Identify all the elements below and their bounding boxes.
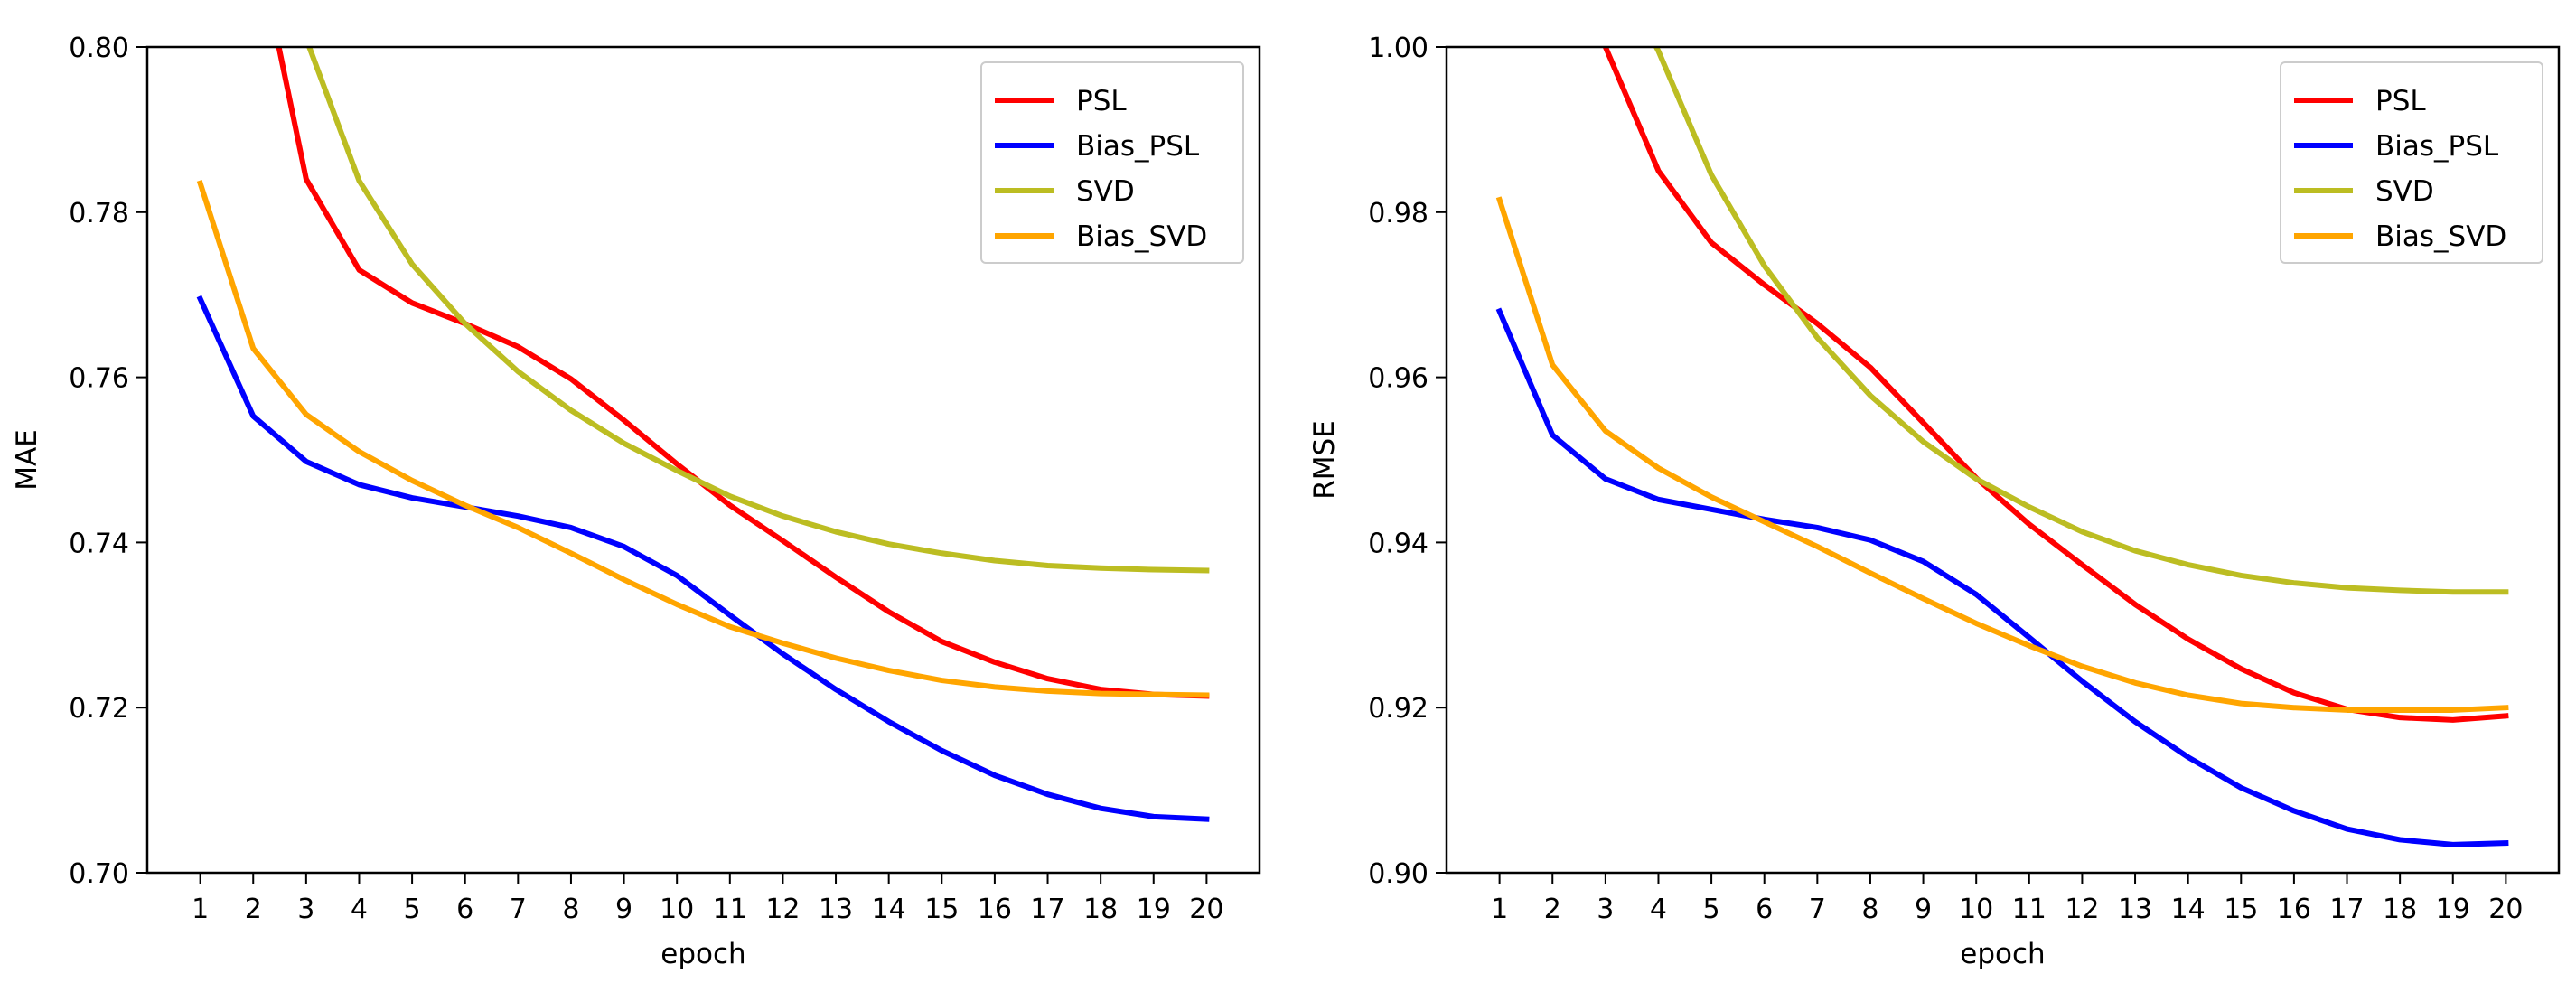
x-tick-label: 12 xyxy=(2065,894,2099,925)
x-tick-label: 7 xyxy=(510,894,527,925)
y-tick-label: 0.72 xyxy=(69,693,129,725)
series-line-svd xyxy=(1653,47,2509,595)
series-lines xyxy=(1495,47,2509,847)
y-tick-label: 0.94 xyxy=(1368,528,1429,559)
chart-panel-mae: 1 2 3 4 5 6 7 8 9 10 11 12 13 14 15 16 17 18 19 200.700.720… xyxy=(11,33,1261,970)
y-tick-label: 0.70 xyxy=(69,858,129,890)
legend-label-bias-svd: Bias_SVD xyxy=(2375,220,2506,253)
legend-box xyxy=(980,61,1244,264)
x-tick-label: 15 xyxy=(924,894,959,925)
series-line-svd xyxy=(306,47,1210,574)
series-line-bias-svd xyxy=(196,180,1210,698)
series-line-bias-psl xyxy=(1495,307,2509,847)
y-tick-label: 0.80 xyxy=(69,33,129,64)
x-tick-label: 3 xyxy=(297,894,314,925)
legend: PSL Bias_PSL SVD Bias_SVD xyxy=(980,61,1244,264)
x-tick-label: 15 xyxy=(2224,894,2258,925)
x-tick-label: 18 xyxy=(1083,894,1118,925)
x-tick-label: 2 xyxy=(1544,894,1561,925)
x-axis-label: epoch xyxy=(1960,938,2045,970)
y-tick-label: 0.76 xyxy=(69,363,129,395)
x-tick-label: 17 xyxy=(2329,894,2364,925)
x-tick-label: 3 xyxy=(1597,894,1614,925)
x-tick-label: 13 xyxy=(2118,894,2152,925)
x-tick-label: 11 xyxy=(713,894,747,925)
x-tick-label: 4 xyxy=(351,894,368,925)
chart-panel-rmse: 1 2 3 4 5 6 7 8 9 10 11 12 13 14 15 16 17 18 19 200.900.920… xyxy=(1308,33,2561,970)
x-tick-label: 5 xyxy=(404,894,421,925)
x-tick-label: 2 xyxy=(245,894,262,925)
x-tick-label: 16 xyxy=(978,894,1012,925)
legend-label-psl: PSL xyxy=(1076,85,1127,117)
legend-box xyxy=(2280,61,2543,264)
x-tick-label: 6 xyxy=(1756,894,1773,925)
x-tick-label: 4 xyxy=(1650,894,1667,925)
legend-label-bias-psl: Bias_PSL xyxy=(2375,130,2499,163)
legend-label-bias-svd: Bias_SVD xyxy=(1076,220,1207,253)
y-tick-label: 0.98 xyxy=(1368,198,1429,229)
x-tick-label: 1 xyxy=(192,894,209,925)
legend-label-svd: SVD xyxy=(1076,175,1135,208)
y-axis-label: MAE xyxy=(11,429,43,491)
y-tick-label: 0.96 xyxy=(1368,363,1429,395)
x-tick-label: 7 xyxy=(1809,894,1826,925)
x-tick-label: 18 xyxy=(2383,894,2417,925)
x-tick-label: 12 xyxy=(765,894,800,925)
series-line-bias-psl xyxy=(196,295,1210,822)
x-tick-label: 9 xyxy=(1915,894,1932,925)
series-line-bias-svd xyxy=(1495,196,2509,713)
x-tick-label: 11 xyxy=(2012,894,2047,925)
x-tick-label: 1 xyxy=(1491,894,1508,925)
x-tick-label: 5 xyxy=(1703,894,1720,925)
legend: PSL Bias_PSL SVD Bias_SVD xyxy=(2280,61,2543,264)
series-line-psl xyxy=(1602,47,2509,723)
legend-label-svd: SVD xyxy=(2375,175,2434,208)
y-tick-label: 0.74 xyxy=(69,528,129,559)
y-tick-label: 0.92 xyxy=(1368,693,1429,725)
series-lines xyxy=(196,47,1210,822)
x-tick-label: 19 xyxy=(2436,894,2470,925)
legend-label-bias-psl: Bias_PSL xyxy=(1076,130,1200,163)
plot-frame xyxy=(1445,45,2561,875)
x-tick-label: 17 xyxy=(1030,894,1064,925)
x-tick-label: 8 xyxy=(562,894,579,925)
x-tick-label: 13 xyxy=(819,894,853,925)
x-tick-label: 14 xyxy=(2171,894,2206,925)
y-axis-label: RMSE xyxy=(1308,420,1341,500)
x-tick-label: 9 xyxy=(615,894,632,925)
x-tick-label: 6 xyxy=(456,894,473,925)
x-tick-label: 10 xyxy=(1959,894,1993,925)
x-tick-label: 10 xyxy=(660,894,694,925)
x-tick-label: 20 xyxy=(2488,894,2523,925)
x-tick-label: 16 xyxy=(2277,894,2311,925)
y-tick-label: 0.90 xyxy=(1368,858,1429,890)
x-tick-label: 19 xyxy=(1137,894,1171,925)
y-tick-label: 0.78 xyxy=(69,198,129,229)
x-tick-label: 20 xyxy=(1189,894,1223,925)
x-tick-label: 14 xyxy=(872,894,906,925)
plot-frame xyxy=(145,45,1261,875)
y-tick-label: 1.00 xyxy=(1368,33,1429,64)
x-axis-label: epoch xyxy=(660,938,745,970)
legend-label-psl: PSL xyxy=(2375,85,2426,117)
x-tick-label: 8 xyxy=(1861,894,1878,925)
